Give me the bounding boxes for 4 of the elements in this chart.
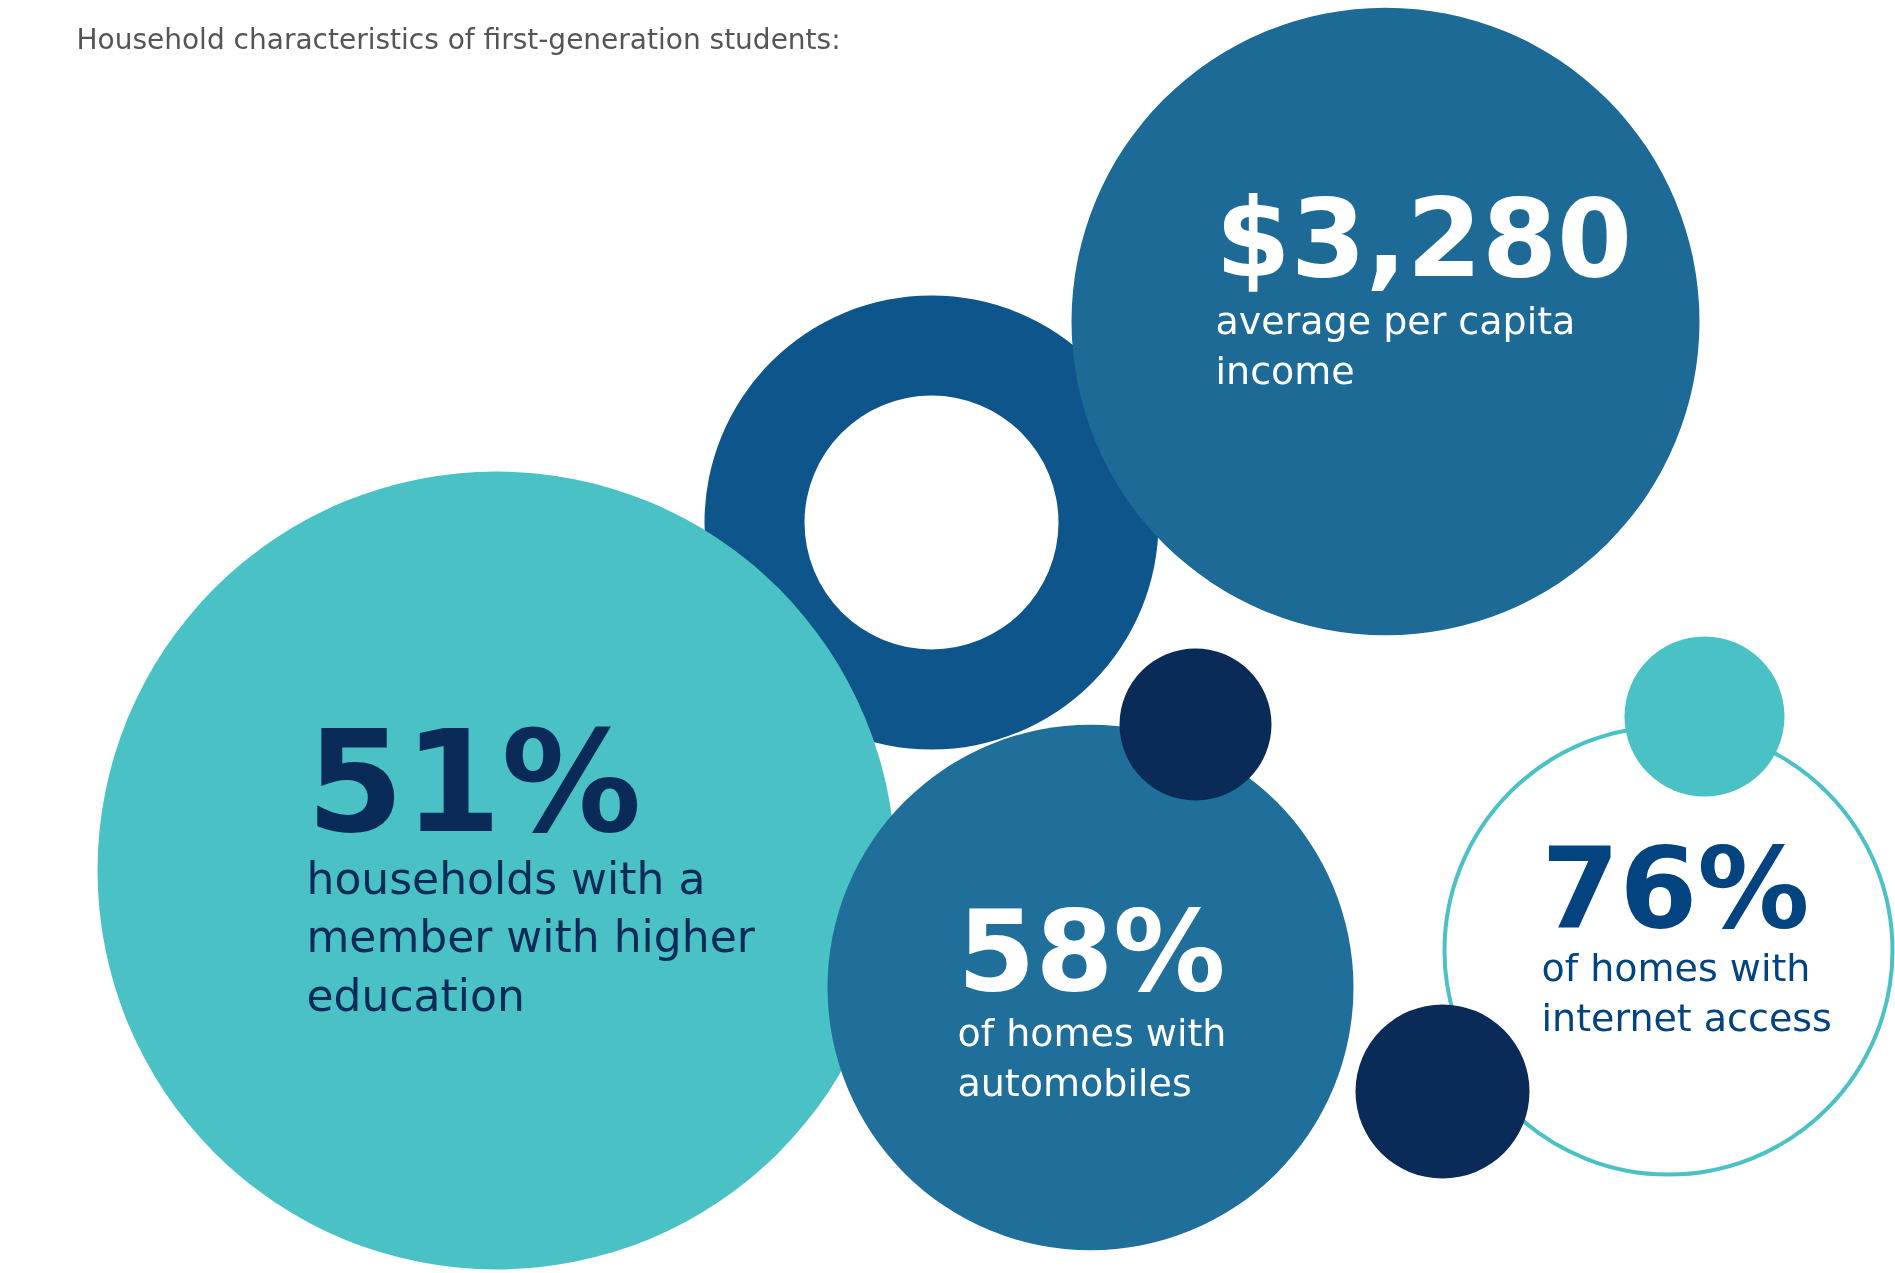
category-label: average per capita income: [1215, 298, 1576, 394]
category-label: households with a member with higher education: [306, 852, 756, 1021]
data-label: $3,280: [1215, 175, 1633, 301]
text: Household characteristics of first-generation students:: [76, 22, 841, 56]
